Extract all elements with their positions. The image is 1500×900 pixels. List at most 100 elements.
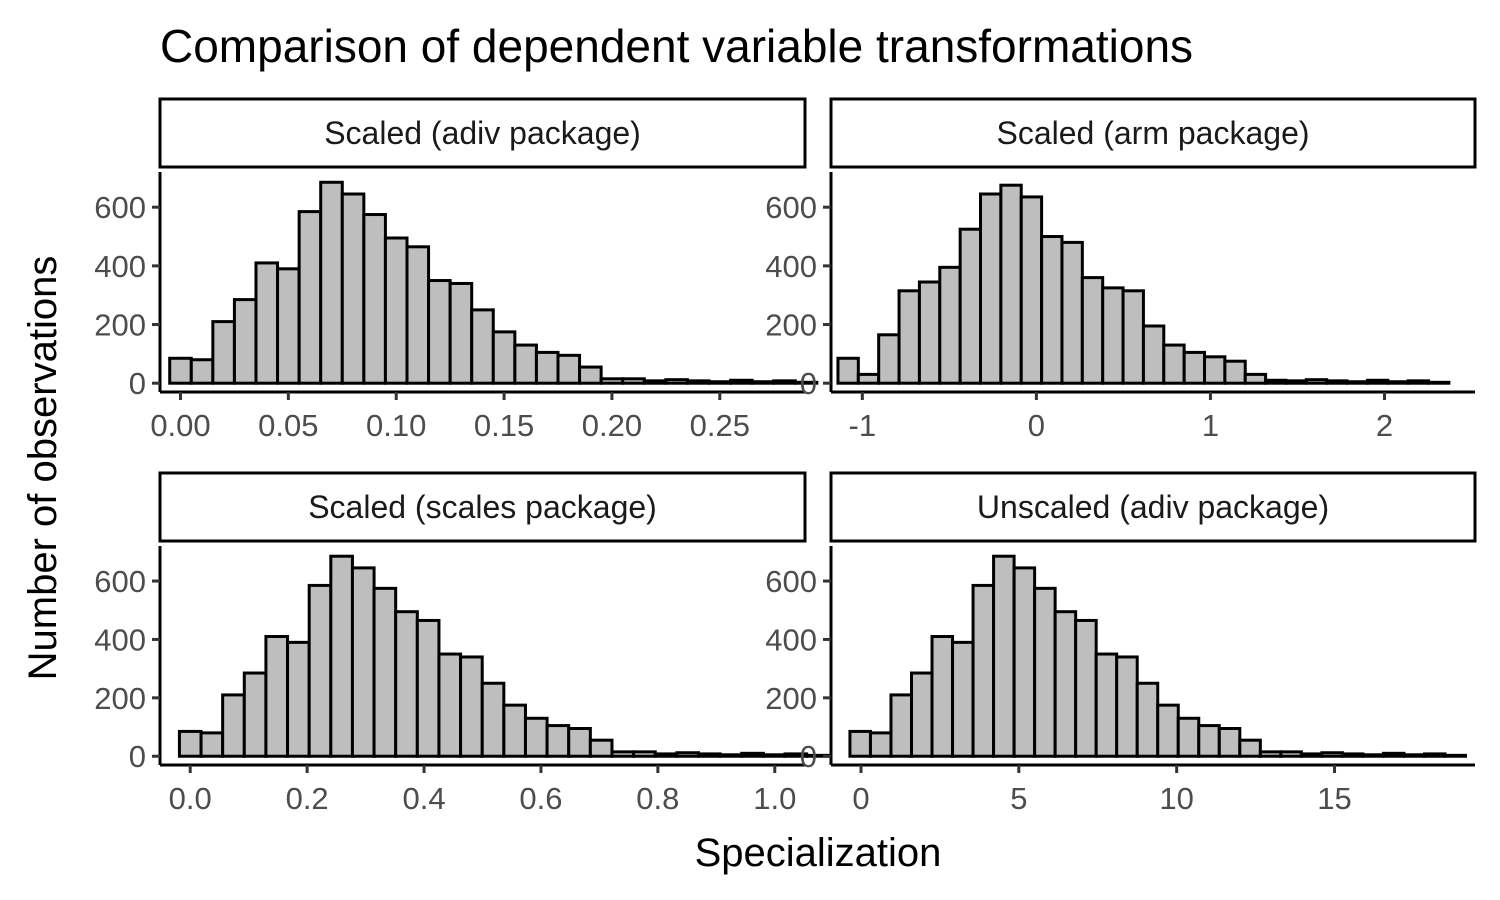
histogram-bar [1053, 610, 1078, 758]
histogram-bar [1406, 379, 1431, 385]
histogram-bar [848, 729, 872, 758]
histogram-bar [545, 724, 571, 758]
histogram-bar [372, 586, 398, 758]
histogram-bar [232, 298, 258, 385]
facet-strip-label: Scaled (arm package) [996, 115, 1309, 151]
facet-strip-label: Scaled (scales package) [308, 489, 657, 525]
y-tick-label: 400 [765, 622, 817, 657]
histogram-bar [1381, 751, 1406, 758]
histogram-bar [1284, 379, 1308, 385]
x-tick-label: 10 [1159, 781, 1193, 816]
y-tick-label: 0 [129, 739, 146, 774]
histogram-bar [1340, 752, 1365, 758]
histogram-bar [254, 261, 280, 385]
y-axis-title: Number of observations [21, 256, 65, 681]
histogram-bar [696, 752, 722, 758]
histogram-bar [1121, 289, 1145, 385]
histogram-bar [523, 716, 549, 758]
histogram-bar [1427, 380, 1451, 385]
histogram-bar [958, 227, 983, 385]
facet-strip [158, 97, 807, 169]
histogram-bar [1386, 380, 1410, 385]
histogram-bar [675, 751, 700, 758]
histogram-bar [534, 350, 560, 385]
histogram-bar [718, 753, 744, 758]
histogram-bar [642, 379, 668, 385]
histogram-bar [951, 640, 975, 758]
x-tick-label: 0.20 [582, 408, 642, 443]
histogram-bar [917, 280, 942, 385]
histogram-bar [567, 727, 592, 758]
histogram-bar [459, 655, 484, 758]
facet-strip-label: Scaled (adiv package) [324, 115, 641, 151]
histogram-bar [405, 245, 431, 385]
x-tick-label: -1 [849, 408, 877, 443]
histogram-bar [750, 380, 776, 385]
histogram-bar [1361, 753, 1385, 758]
histogram-bar [761, 753, 787, 758]
histogram-bar [264, 635, 290, 758]
histogram-bar [394, 610, 419, 758]
y-tick-label: 600 [765, 564, 817, 599]
facet-panel-4: Unscaled (adiv package) 0 5 10 15 0 200 400 600 [765, 471, 1477, 816]
histogram-bar [1080, 276, 1105, 385]
histogram-bar [242, 671, 268, 758]
histogram-bar [1258, 750, 1283, 758]
histogram-bar [992, 554, 1016, 758]
histogram-bar [1422, 752, 1447, 758]
histogram-bar [930, 635, 955, 758]
y-tick-label: 200 [94, 308, 146, 343]
histogram-bar [286, 640, 311, 758]
histogram-bar [556, 353, 582, 385]
histogram-bar [415, 618, 441, 758]
histogram-bar [427, 279, 452, 385]
x-tick-label: 0 [852, 781, 869, 816]
x-tick-label: 1.0 [753, 781, 796, 816]
facet-panel-2: Scaled (arm package) -1 0 1 2 0 200 400 600 [765, 97, 1477, 443]
histogram-bar [1074, 618, 1098, 758]
histogram-bar [1094, 652, 1119, 758]
histogram-bar [319, 180, 344, 385]
histogram-bar [1365, 378, 1390, 385]
facet-panel-1: Scaled (adiv package) 0.00 0.05 0.10 0.15 0.2… [94, 97, 819, 443]
histogram-bar [910, 671, 934, 758]
histogram-bar [177, 729, 203, 758]
y-tick-label: 0 [800, 739, 817, 774]
histogram-bar [1197, 724, 1221, 758]
histogram-bar [621, 377, 646, 385]
x-tick-label: 0 [1028, 408, 1045, 443]
histogram-bar [1176, 716, 1201, 758]
histogram-bar [578, 365, 603, 385]
histogram-bar [1402, 753, 1426, 758]
x-tick-label: 0.0 [169, 781, 212, 816]
histogram-bar [877, 333, 901, 385]
histogram-bar [1033, 586, 1057, 758]
histogram-bar [189, 358, 215, 385]
histogram-bar [350, 566, 376, 758]
x-tick-label: 0.10 [366, 408, 426, 443]
histogram-bar [307, 583, 333, 758]
x-tick-label: 15 [1317, 781, 1351, 816]
x-tick-label: 0.05 [258, 408, 318, 443]
histogram-bar [979, 192, 1003, 385]
histogram-bar [199, 731, 225, 758]
histogram-bar [1141, 324, 1166, 385]
facet-strip [829, 471, 1477, 543]
histogram-bar [971, 583, 996, 758]
y-tick-label: 0 [800, 366, 817, 401]
histogram-bar [653, 752, 679, 758]
histogram-bar [707, 380, 733, 385]
histogram-bar [1203, 355, 1227, 385]
histogram-bar [1238, 738, 1262, 758]
histogram-bar [889, 693, 913, 758]
histogram-bar [610, 750, 636, 758]
facet-strip [829, 97, 1477, 169]
facet-panels: Scaled (adiv package)0.00 0.05 0.10 0.15 0.2… [94, 97, 1477, 816]
histogram-bar [1162, 343, 1186, 385]
facet-strip-label: Unscaled (adiv package) [977, 489, 1329, 525]
histogram-bar [632, 750, 657, 758]
histogram-bar [470, 308, 495, 385]
histogram-bar [1217, 727, 1242, 758]
histogram-bar [1040, 235, 1064, 385]
histogram-bar [1012, 566, 1037, 758]
